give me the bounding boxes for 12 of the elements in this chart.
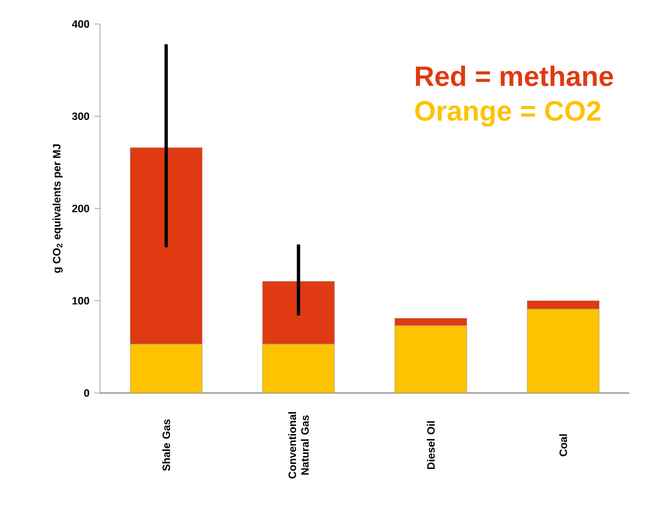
x-tick-label: Diesel Oil	[426, 421, 435, 470]
y-axis-title: g CO$_{2}$ equivalents per MJ	[52, 144, 63, 273]
y-tick-label: 300	[72, 112, 90, 120]
y-tick-label: 100	[72, 296, 90, 305]
y-tick-label: 0	[84, 389, 90, 397]
x-tick-label: Conventional Natural Gas	[288, 412, 309, 478]
y-tick-label: 200	[72, 204, 90, 212]
y-tick-label: 400	[72, 20, 90, 28]
x-tick-label: Coal	[559, 434, 568, 456]
text: Orange = CO2	[415, 101, 600, 127]
text: Red = methane	[416, 66, 614, 86]
x-tick-label: Shale Gas	[162, 419, 170, 471]
